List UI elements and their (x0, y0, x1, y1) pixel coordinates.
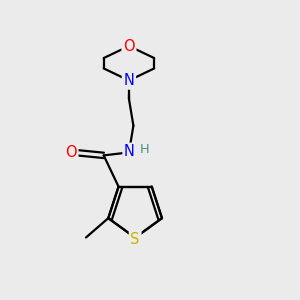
Text: O: O (65, 145, 77, 160)
Text: O: O (123, 38, 135, 53)
Text: S: S (130, 232, 140, 247)
Text: N: N (124, 144, 135, 159)
Text: N: N (124, 73, 134, 88)
Text: H: H (140, 143, 149, 156)
